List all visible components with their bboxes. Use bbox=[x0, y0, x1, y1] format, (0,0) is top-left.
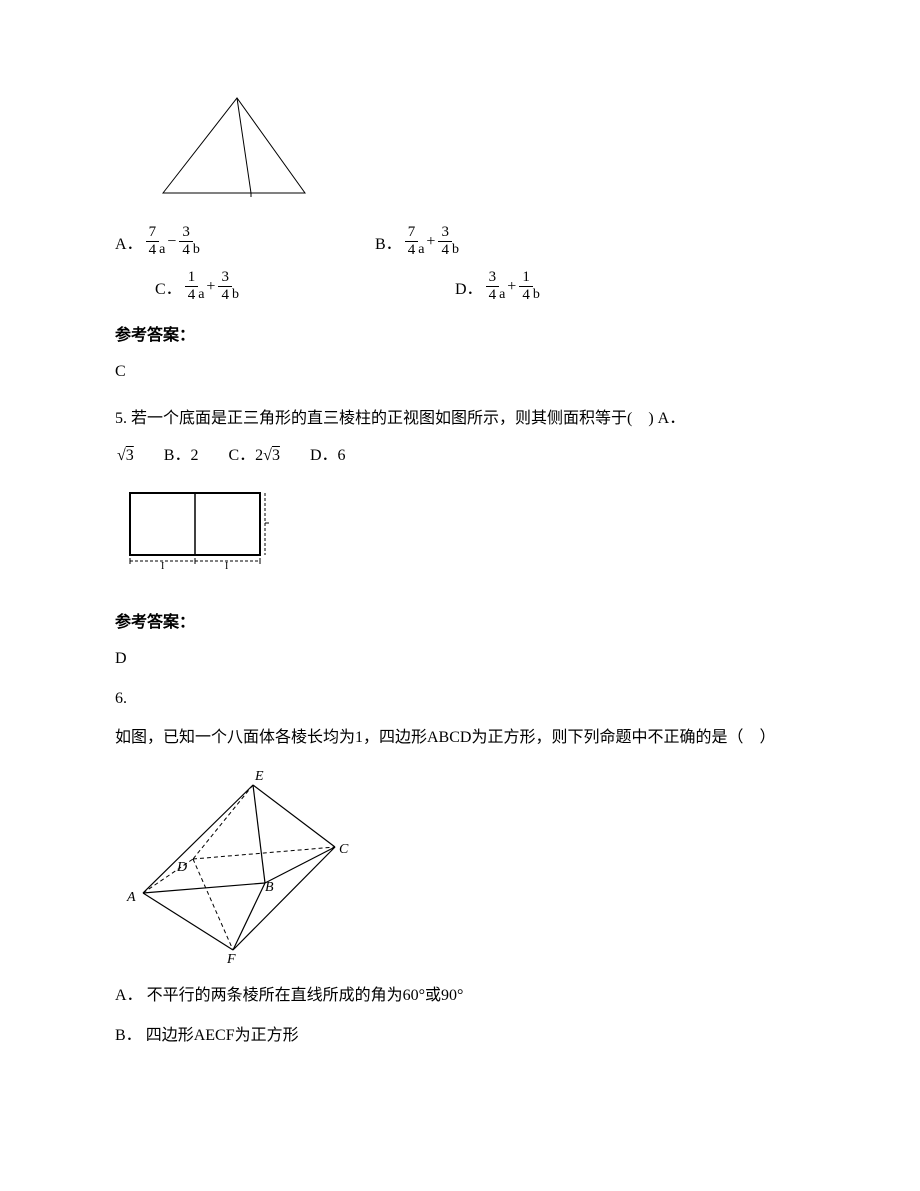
q5-figure: I I bbox=[115, 483, 805, 578]
q4-answer: C bbox=[115, 363, 805, 381]
svg-text:C: C bbox=[339, 842, 349, 857]
opt-c-label: C． bbox=[155, 275, 182, 299]
q5-opt-b: B．2 bbox=[164, 441, 199, 465]
q5-opt-c: C．2√3 bbox=[228, 441, 279, 465]
q4-option-d: D． 34a + 14b bbox=[455, 270, 540, 303]
q5-answer: D bbox=[115, 650, 805, 668]
octahedron-svg: E C D B A F bbox=[115, 765, 365, 965]
q6-option-b: B．四边形AECF为正方形 bbox=[115, 1024, 805, 1048]
q5-opt-d: D．6 bbox=[310, 441, 346, 465]
svg-text:I: I bbox=[161, 561, 164, 572]
q4-option-a: A． 74a − 34b bbox=[115, 225, 375, 258]
svg-text:D: D bbox=[176, 860, 187, 875]
q6-number: 6. bbox=[115, 690, 805, 708]
q4-option-b: B． 74a + 34b bbox=[375, 225, 459, 258]
q4-options-row2: C． 14a + 34b D． 34a + 14b bbox=[115, 270, 805, 303]
q4-figure bbox=[135, 90, 805, 205]
q5-options: √3 B．2 C．2√3 D．6 bbox=[117, 441, 805, 465]
triangle-svg bbox=[135, 90, 315, 200]
q4-answer-heading: 参考答案： bbox=[115, 321, 805, 345]
q5-answer-heading: 参考答案： bbox=[115, 608, 805, 632]
svg-text:I: I bbox=[225, 561, 228, 572]
q6-figure: E C D B A F bbox=[115, 765, 805, 970]
prism-svg: I I bbox=[115, 483, 275, 573]
q4-option-c: C． 14a + 34b bbox=[155, 270, 415, 303]
q5-text: 5. 若一个底面是正三角形的直三棱柱的正视图如图所示，则其侧面积等于( ) A． bbox=[115, 403, 805, 435]
q5-opt-a: √3 bbox=[117, 447, 134, 465]
q4-options-row1: A． 74a − 34b B． 74a + 34b bbox=[115, 225, 805, 258]
q6-option-a: A．不平行的两条棱所在直线所成的角为60°或90° bbox=[115, 984, 805, 1008]
opt-b-label: B． bbox=[375, 230, 402, 254]
svg-text:E: E bbox=[254, 769, 264, 784]
q6-text: 如图，已知一个八面体各棱长均为1，四边形ABCD为正方形，则下列命题中不正确的是… bbox=[115, 720, 805, 755]
svg-text:A: A bbox=[126, 890, 136, 905]
svg-text:F: F bbox=[226, 952, 236, 965]
opt-d-label: D． bbox=[455, 275, 483, 299]
opt-a-label: A． bbox=[115, 230, 143, 254]
